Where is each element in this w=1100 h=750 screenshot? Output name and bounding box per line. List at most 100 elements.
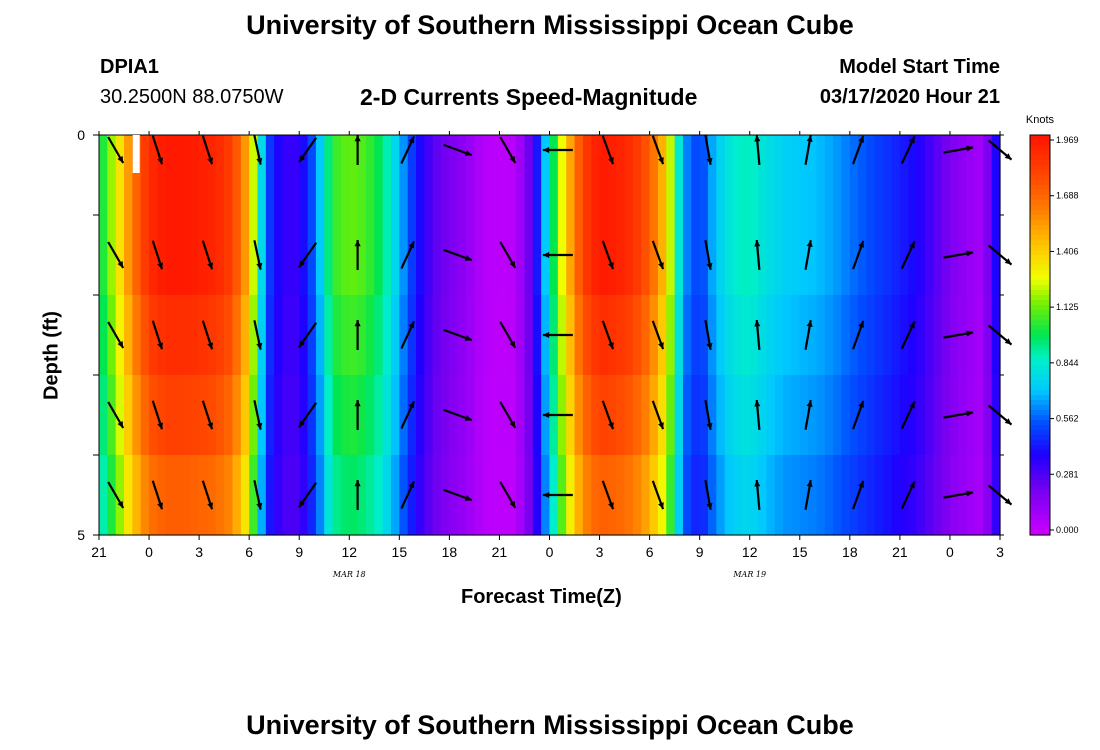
heatmap-cell [357,135,367,216]
heatmap-cell [916,455,926,536]
heatmap-cell [199,135,209,216]
x-tick-label: 21 [892,544,908,560]
heatmap-cell [708,375,717,456]
heatmap-cell [215,375,225,456]
heatmap-cell [299,295,309,376]
current-arrow-head [542,331,550,339]
heatmap-cell [574,455,584,536]
heatmap-cell [983,135,993,216]
heatmap-cell [632,375,642,456]
colorbar-segment [1030,450,1050,456]
heatmap-cell [841,135,851,216]
current-arrow-head [806,480,813,487]
heatmap-cell [349,295,359,376]
heatmap-cell [733,215,742,296]
heatmap-cell [991,135,1001,216]
current-arrow-head [909,401,915,409]
heatmap-cell [390,455,400,536]
heatmap-cell [199,295,209,376]
heatmap-cell [474,135,484,216]
heatmap-cell [357,295,367,376]
heatmap-cell [240,135,250,216]
current-arrow-head [658,262,664,270]
heatmap-cell [165,455,175,536]
heatmap-cell [132,215,142,296]
heatmap-cell [307,375,317,456]
heatmap-cell [899,135,909,216]
heatmap-cell [991,375,1001,456]
colorbar-segment [1030,220,1050,226]
heatmap-cell [624,135,634,216]
heatmap-cell [365,295,375,376]
colorbar-segment [1030,240,1050,246]
heatmap-cell [858,135,868,216]
heatmap-cell [374,215,384,296]
main-title: University of Southern Mississippi Ocean… [246,10,854,40]
heatmap-cell [165,135,175,216]
colorbar-segment [1030,520,1050,526]
current-arrow-head [207,157,214,165]
current-arrow-head [754,400,761,407]
heatmap-cell [416,375,425,456]
heatmap-cell [716,215,726,296]
x-tick-label: 12 [742,544,758,560]
heatmap-cell [124,215,133,296]
heatmap-cell [324,215,334,296]
heatmap-cell [616,455,626,536]
heatmap-cell [841,295,851,376]
heatmap-cell [149,455,158,536]
heatmap-cell [340,455,350,536]
colorbar-tick-label: 0.562 [1056,414,1079,424]
colorbar-segment [1030,295,1050,301]
heatmap-cell [716,455,726,536]
heatmap-cell [799,295,809,376]
heatmap-cell [891,215,901,296]
heatmap-cell [265,375,275,456]
heatmap-cell [974,375,984,456]
heatmap-cell [841,215,851,296]
heatmap-cell [315,215,325,296]
heatmap-cell [182,455,192,536]
heatmap-cell [766,375,776,456]
current-arrow-head [157,422,163,430]
heatmap-cell [307,295,317,376]
heatmap-cell [557,135,567,216]
heatmap-cell [249,135,259,216]
y-tick-label: 0 [77,127,85,143]
heatmap-cell [240,295,250,376]
heatmap-cell [107,135,117,216]
heatmap-cell [424,135,434,216]
heatmap-cell [324,455,334,536]
heatmap-cell [149,375,158,456]
heatmap-cell [491,135,501,216]
heatmap-cell [257,135,267,216]
colorbar-segment [1030,225,1050,231]
heatmap-cell [282,455,292,536]
current-arrow-head [1004,258,1012,265]
current-arrow-head [117,501,124,508]
heatmap-cell [457,295,467,376]
heatmap-cell [657,375,667,456]
heatmap-cell [632,215,642,296]
heatmap-cell [574,215,584,296]
heatmap-cell [132,375,142,456]
colorbar-segment [1030,425,1050,431]
current-arrow-head [806,135,813,142]
heatmap-cell [991,455,1001,536]
heatmap-cell [641,455,651,536]
heatmap-cell [899,455,909,536]
heatmap-cell [441,215,450,296]
colorbar-segment [1030,205,1050,211]
x-axis-label: Forecast Time(Z) [461,586,622,608]
current-arrow-head [608,422,614,430]
heatmap-cell [441,135,450,216]
heatmap-cell [991,215,1001,296]
heatmap-cell [966,295,976,376]
heatmap-cell [716,135,726,216]
heatmap-cell [941,455,951,536]
heatmap-cell [507,455,517,536]
heatmap-cell [657,295,667,376]
heatmap-cell [274,455,284,536]
heatmap-cell [724,455,734,536]
heatmap-cell [916,135,926,216]
